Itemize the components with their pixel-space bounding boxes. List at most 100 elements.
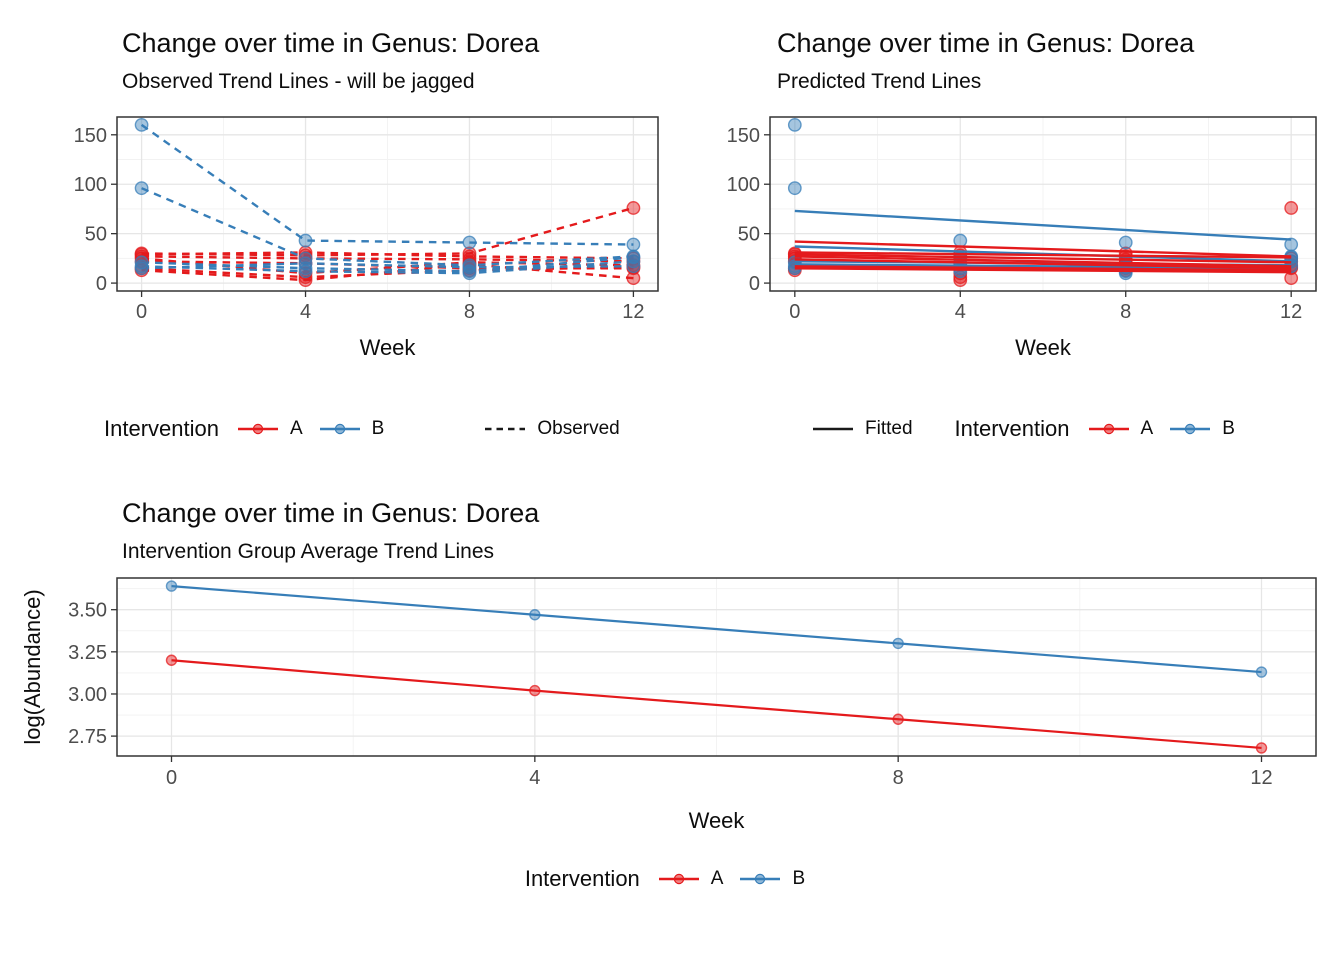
legend-label-a: A bbox=[710, 868, 724, 889]
legend-item-a: A bbox=[235, 418, 303, 440]
x-tick-label: 0 bbox=[136, 301, 147, 323]
dashed-line-key-icon bbox=[485, 427, 526, 431]
data-point bbox=[529, 684, 541, 697]
predicted-trend-chart: 0 4 8 12 0 50 100 150 Week bbox=[727, 116, 1317, 360]
data-point bbox=[626, 254, 641, 269]
x-tick-label: 12 bbox=[622, 301, 644, 323]
legend-label-b: B bbox=[1222, 418, 1235, 439]
data-point bbox=[165, 654, 178, 666]
fitted-line bbox=[794, 240, 1292, 258]
fitted-line bbox=[794, 265, 1292, 272]
legend-key-b-icon bbox=[1170, 423, 1211, 435]
x-axis-title: Week bbox=[360, 335, 417, 360]
observed-trend-chart: 0 4 8 12 0 50 100 150 Week bbox=[74, 116, 659, 360]
data-point bbox=[1255, 666, 1268, 678]
data-point bbox=[1284, 201, 1299, 215]
observed-chart-title: Change over time in Genus: Dorea bbox=[122, 28, 540, 58]
y-tick-label: 100 bbox=[74, 174, 107, 196]
x-tick-label: 0 bbox=[166, 767, 177, 789]
predicted-chart-title: Change over time in Genus: Dorea bbox=[777, 28, 1195, 58]
x-axis-title: Week bbox=[1015, 335, 1072, 360]
y-tick-label: 0 bbox=[749, 273, 760, 295]
observed-legend: Intervention A B Observed bbox=[0, 416, 672, 442]
legend-key-b-icon bbox=[319, 423, 360, 435]
x-tick-label: 4 bbox=[300, 301, 311, 323]
legend-item-b: B bbox=[317, 418, 385, 440]
data-point bbox=[953, 233, 968, 248]
y-tick-label: 2.75 bbox=[68, 726, 107, 748]
series-line bbox=[171, 584, 1262, 674]
legend-item-b: B bbox=[1167, 418, 1235, 440]
y-tick-label: 100 bbox=[727, 174, 760, 196]
series-line bbox=[141, 251, 634, 260]
legend-title: Intervention bbox=[954, 416, 1070, 441]
y-tick-label: 3.00 bbox=[68, 684, 107, 706]
data-point bbox=[529, 609, 541, 621]
legend-title: Intervention bbox=[104, 416, 219, 441]
y-tick-label: 3.25 bbox=[68, 642, 107, 664]
data-point bbox=[892, 637, 904, 650]
data-point bbox=[1255, 742, 1268, 754]
predicted-panel: Change over time in Genus: Dorea Predict… bbox=[672, 0, 1344, 370]
data-point bbox=[787, 118, 802, 132]
data-point bbox=[298, 256, 313, 271]
fitted-line bbox=[794, 267, 1292, 274]
legend-key-a-icon bbox=[1088, 423, 1129, 435]
y-tick-label: 150 bbox=[727, 125, 760, 147]
predicted-legend: Fitted Intervention A B bbox=[672, 416, 1344, 442]
legend-item-observed: Observed bbox=[482, 418, 620, 440]
legend-label-b: B bbox=[371, 418, 385, 439]
x-tick-label: 8 bbox=[893, 767, 904, 789]
fitted-line bbox=[794, 209, 1292, 241]
predicted-chart-subtitle: Predicted Trend Lines bbox=[777, 70, 982, 93]
x-tick-label: 4 bbox=[955, 301, 966, 323]
legend-label-observed: Observed bbox=[537, 418, 620, 439]
x-tick-label: 4 bbox=[529, 767, 540, 789]
series-line bbox=[140, 123, 634, 246]
data-point bbox=[787, 181, 802, 196]
x-tick-label: 12 bbox=[1250, 767, 1272, 789]
average-chart-subtitle: Intervention Group Average Trend Lines bbox=[122, 540, 495, 563]
data-point bbox=[462, 235, 477, 250]
observed-panel: Change over time in Genus: Dorea Observe… bbox=[0, 0, 672, 370]
top-chart-row: Change over time in Genus: Dorea Observe… bbox=[0, 0, 1344, 370]
average-panel: Change over time in Genus: Dorea Interve… bbox=[0, 498, 1344, 838]
fitted-line bbox=[794, 255, 1292, 268]
x-tick-label: 8 bbox=[464, 301, 475, 323]
average-chart-title: Change over time in Genus: Dorea bbox=[122, 498, 540, 528]
x-tick-label: 12 bbox=[1280, 301, 1302, 323]
observed-chart-subtitle: Observed Trend Lines - will be jagged bbox=[122, 70, 475, 93]
y-tick-label: 50 bbox=[738, 224, 760, 246]
panel-border bbox=[769, 116, 1317, 292]
legend-item-a: A bbox=[656, 868, 724, 890]
series-line bbox=[141, 266, 634, 279]
average-legend: Intervention A B bbox=[525, 866, 819, 892]
series-line bbox=[171, 659, 1262, 750]
average-trend-chart: 0 4 8 12 2.75 3.00 3.25 3.50 Week log(Abundance) bbox=[20, 577, 1317, 833]
data-point bbox=[134, 181, 149, 196]
legend-title: Intervention bbox=[524, 866, 640, 891]
y-axis-title: log(Abundance) bbox=[20, 589, 45, 744]
y-tick-label: 3.50 bbox=[68, 600, 107, 622]
legend-key-a-icon bbox=[658, 873, 699, 885]
legend-label-b: B bbox=[792, 868, 806, 889]
solid-line-key-icon bbox=[813, 427, 853, 431]
data-point bbox=[134, 118, 149, 132]
data-point bbox=[462, 260, 477, 275]
data-point bbox=[892, 713, 904, 725]
x-tick-label: 0 bbox=[789, 301, 800, 323]
fitted-line bbox=[794, 258, 1292, 270]
data-point bbox=[626, 259, 641, 274]
data-point bbox=[626, 237, 641, 252]
legend-label-fitted: Fitted bbox=[865, 418, 913, 439]
fitted-line bbox=[794, 253, 1292, 264]
legend-item-fitted: Fitted bbox=[810, 418, 913, 440]
legend-label-a: A bbox=[1140, 418, 1154, 439]
x-tick-label: 8 bbox=[1120, 301, 1131, 323]
data-point bbox=[626, 271, 641, 286]
data-point bbox=[1284, 271, 1299, 286]
fitted-line bbox=[794, 251, 1292, 259]
legend-item-a: A bbox=[1086, 418, 1154, 440]
legend-label-a: A bbox=[289, 418, 303, 439]
